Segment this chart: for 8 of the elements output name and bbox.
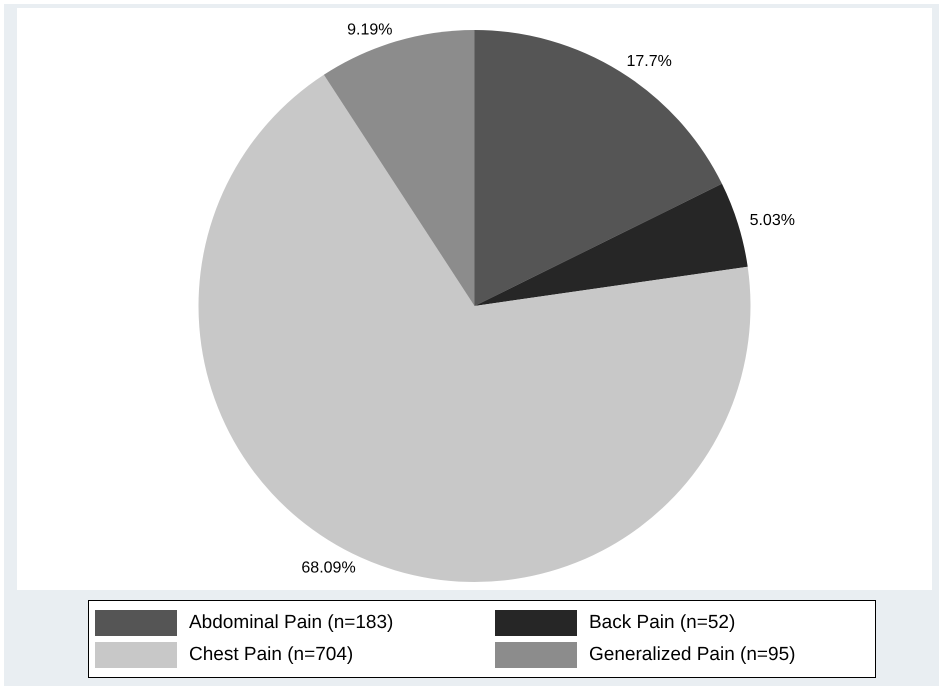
data-label: 9.19%: [347, 21, 393, 38]
legend-label: Generalized Pain (n=95): [589, 644, 796, 666]
data-label: 5.03%: [750, 212, 795, 230]
legend-label: Back Pain (n=52): [589, 612, 736, 634]
legend-label: Abdominal Pain (n=183): [189, 612, 394, 634]
data-label: 17.7%: [626, 52, 672, 70]
data-label: 68.09%: [301, 560, 356, 577]
legend-label: Chest Pain (n=704): [189, 644, 354, 666]
